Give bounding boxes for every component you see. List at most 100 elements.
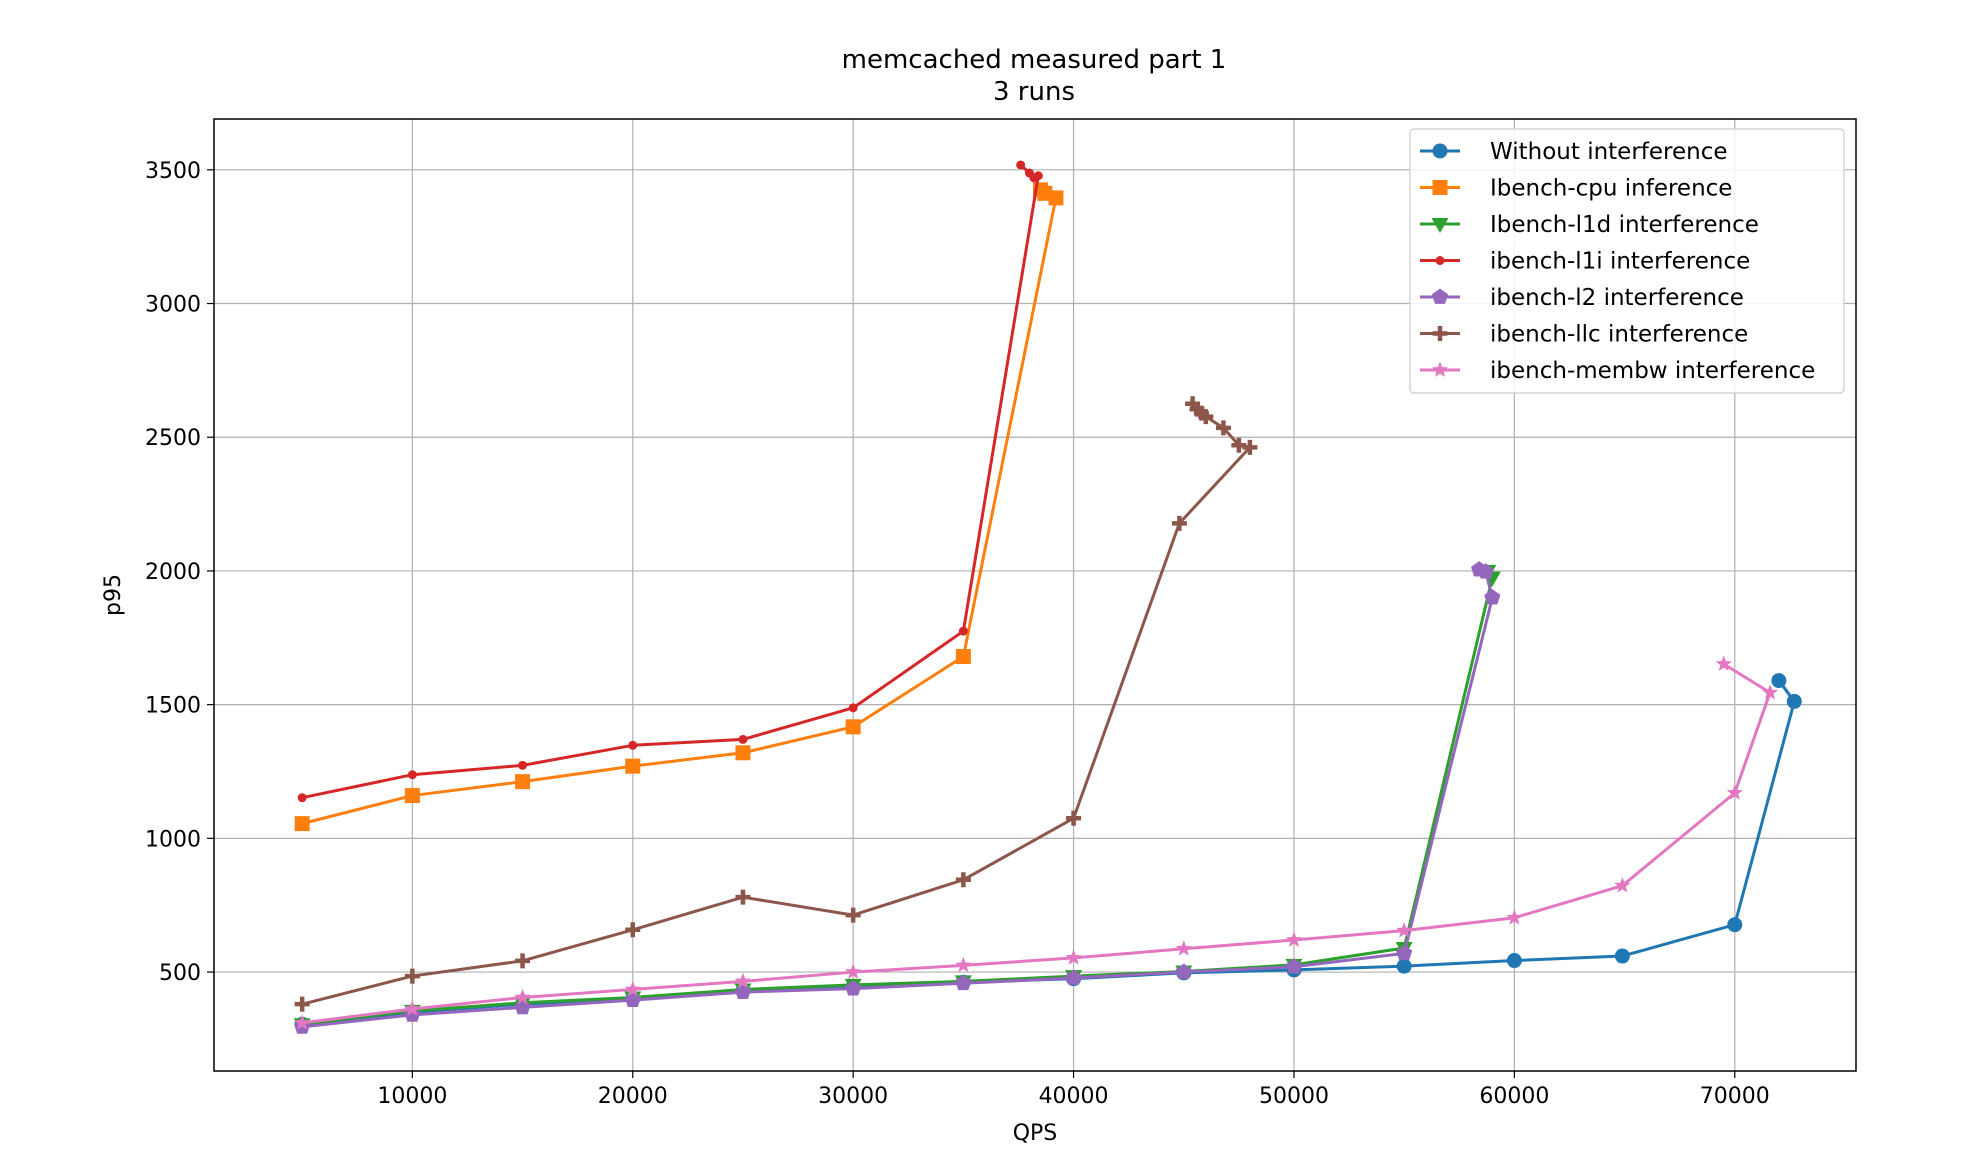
y-tick-label: 500 bbox=[159, 961, 201, 986]
x-tick-label: 70000 bbox=[1700, 1084, 1770, 1109]
data-point bbox=[404, 968, 420, 984]
legend-item: ibench-l1i interference bbox=[1420, 249, 1750, 275]
legend-marker bbox=[1431, 361, 1449, 377]
data-point bbox=[1726, 784, 1743, 800]
legend-label: Ibench-cpu inference bbox=[1490, 176, 1732, 202]
data-point bbox=[1771, 673, 1787, 689]
data-point bbox=[1231, 437, 1247, 453]
legend-item: ibench-membw interference bbox=[1420, 358, 1815, 384]
data-point bbox=[1065, 969, 1082, 985]
series-4 bbox=[297, 160, 1043, 803]
y-tick-label: 2000 bbox=[145, 560, 201, 585]
data-point bbox=[1761, 684, 1779, 700]
legend-item: Ibench-l1d interference bbox=[1420, 212, 1759, 238]
data-point bbox=[1185, 396, 1201, 412]
data-point bbox=[625, 922, 641, 938]
legend-label: Ibench-l1d interference bbox=[1490, 212, 1759, 238]
data-point bbox=[628, 740, 638, 750]
legend-item: Ibench-cpu inference bbox=[1420, 176, 1732, 202]
chart-subtitle: 3 runs bbox=[993, 77, 1075, 107]
series-line bbox=[301, 662, 1772, 1025]
data-point bbox=[1016, 160, 1026, 170]
legend-marker bbox=[1431, 218, 1449, 233]
legend-marker bbox=[1432, 326, 1448, 341]
data-point bbox=[845, 907, 861, 923]
y-tick-label: 3500 bbox=[145, 159, 201, 184]
data-point bbox=[1175, 940, 1192, 956]
data-point bbox=[1786, 693, 1802, 709]
data-point bbox=[958, 626, 968, 636]
x-tick-label: 30000 bbox=[818, 1084, 888, 1109]
grid bbox=[214, 119, 1856, 1071]
legend-item: ibench-l2 interference bbox=[1420, 285, 1744, 311]
data-point bbox=[1396, 922, 1413, 938]
legend-label: ibench-l2 interference bbox=[1490, 285, 1744, 311]
legend-marker bbox=[1432, 143, 1448, 159]
legend-marker bbox=[1435, 256, 1445, 265]
y-tick-label: 2500 bbox=[145, 426, 201, 451]
series-6 bbox=[294, 396, 1258, 1012]
data-point bbox=[1285, 931, 1303, 947]
data-point bbox=[297, 793, 307, 803]
data-point bbox=[1396, 958, 1412, 974]
data-point bbox=[1715, 655, 1732, 671]
legend-label: ibench-llc interference bbox=[1490, 322, 1748, 348]
legend-marker bbox=[1431, 288, 1449, 304]
series-5 bbox=[294, 561, 1501, 1034]
data-point bbox=[955, 956, 972, 973]
series-layer bbox=[293, 160, 1802, 1034]
plot-frame bbox=[213, 118, 1857, 1072]
legend: Without interference Ibench-cpu inference… bbox=[1409, 128, 1845, 394]
data-point bbox=[1066, 810, 1082, 826]
data-point bbox=[1506, 909, 1523, 925]
data-point bbox=[1471, 561, 1488, 577]
data-point bbox=[955, 649, 971, 665]
legend-label: ibench-l1i interference bbox=[1490, 249, 1750, 275]
legend-item: ibench-llc interference bbox=[1420, 322, 1748, 348]
data-point bbox=[735, 889, 751, 905]
axis-ticks: 10000 20000 30000 40000 50000 60000 70000 500 10… bbox=[145, 159, 1770, 1109]
legend-box bbox=[1409, 128, 1845, 394]
data-point bbox=[734, 972, 752, 989]
data-point bbox=[1396, 944, 1413, 961]
data-point bbox=[735, 745, 751, 761]
data-point bbox=[404, 788, 420, 804]
data-point bbox=[294, 816, 310, 832]
y-tick-label: 1500 bbox=[145, 694, 201, 719]
data-point bbox=[1506, 953, 1522, 969]
legend-label: Without interference bbox=[1490, 139, 1728, 165]
legend-item: Without interference bbox=[1420, 139, 1728, 165]
data-point bbox=[624, 980, 641, 997]
series-7 bbox=[294, 655, 1779, 1030]
data-point bbox=[1285, 958, 1303, 974]
data-point bbox=[845, 980, 862, 996]
data-point bbox=[1614, 877, 1631, 893]
x-tick-label: 50000 bbox=[1259, 1084, 1329, 1109]
x-tick-label: 10000 bbox=[377, 1084, 447, 1109]
legend-label: ibench-membw interference bbox=[1490, 358, 1815, 384]
y-axis-label: p95 bbox=[101, 574, 126, 616]
chart-title: memcached measured part 1 bbox=[842, 45, 1227, 75]
data-point bbox=[514, 988, 531, 1005]
x-axis-label: QPS bbox=[1013, 1121, 1058, 1146]
data-point bbox=[1171, 515, 1187, 531]
data-point bbox=[294, 996, 310, 1012]
data-point bbox=[515, 774, 531, 790]
data-point bbox=[738, 734, 748, 744]
data-point bbox=[955, 974, 972, 991]
series-line bbox=[301, 568, 1494, 1029]
data-point bbox=[518, 760, 528, 770]
y-tick-label: 3000 bbox=[145, 293, 201, 318]
data-point bbox=[845, 719, 861, 735]
data-point bbox=[515, 953, 531, 969]
y-tick-label: 1000 bbox=[145, 827, 201, 852]
x-tick-label: 40000 bbox=[1039, 1084, 1109, 1109]
data-point bbox=[1484, 589, 1501, 605]
legend-marker bbox=[1432, 180, 1448, 195]
data-point bbox=[294, 1014, 311, 1030]
data-point bbox=[625, 758, 641, 774]
data-point bbox=[1614, 948, 1630, 964]
data-point bbox=[1024, 168, 1034, 178]
data-point bbox=[404, 1000, 421, 1016]
